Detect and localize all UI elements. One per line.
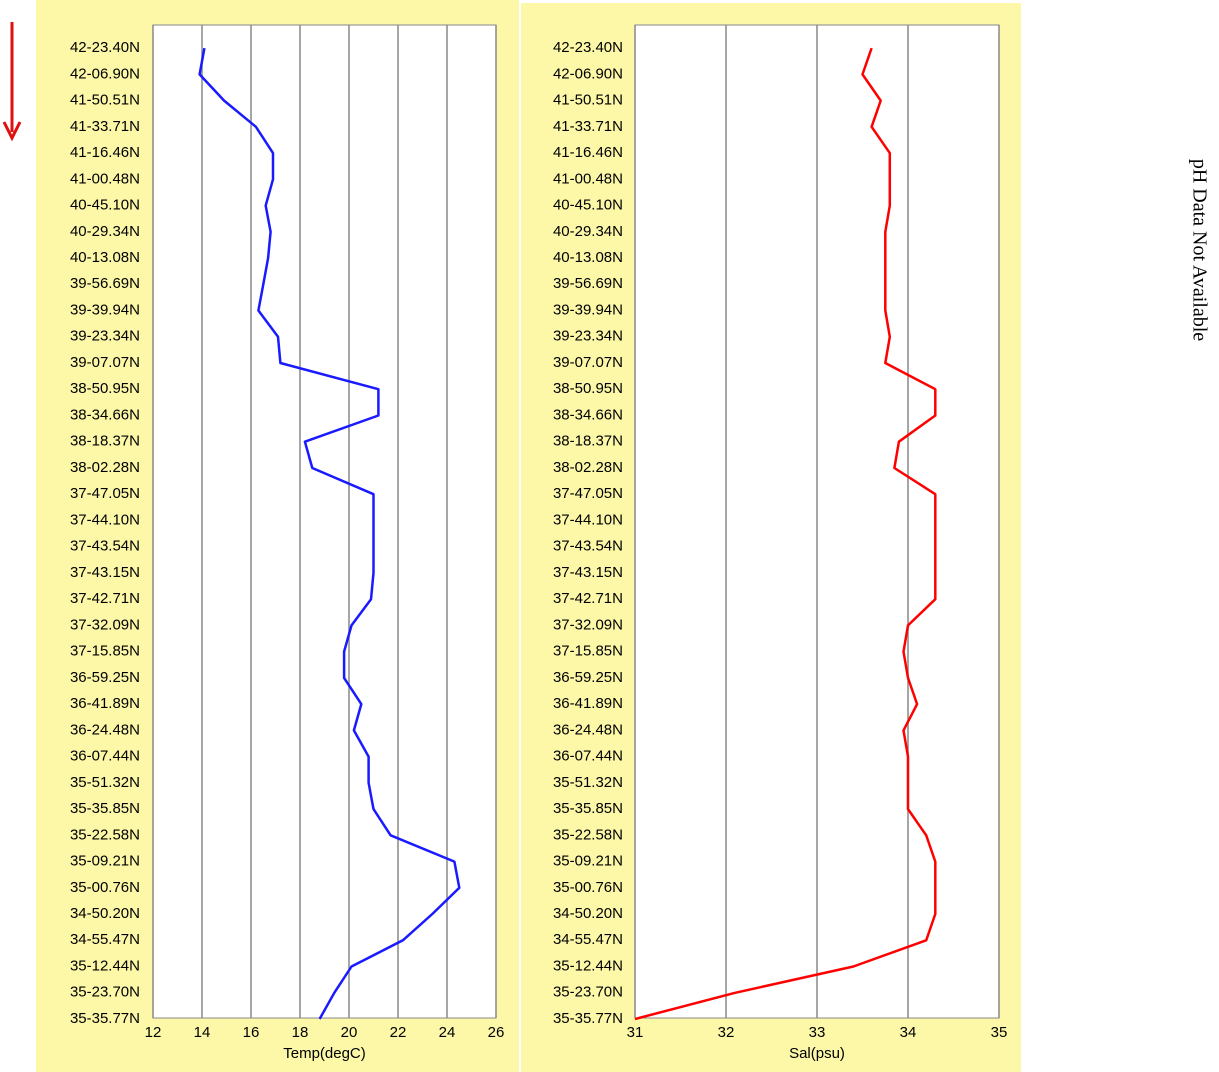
y-tick-label: 39-39.94N (553, 301, 623, 318)
y-tick-label: 42-06.90N (553, 65, 623, 82)
y-tick-label: 39-23.34N (553, 328, 623, 345)
y-tick-label: 37-43.15N (553, 564, 623, 581)
x-tick-label: 24 (439, 1024, 456, 1041)
y-tick-label: 35-12.44N (70, 957, 140, 974)
y-tick-label: 35-00.76N (70, 879, 140, 896)
y-tick-label: 38-34.66N (553, 406, 623, 423)
plot-area (152, 24, 497, 1019)
y-tick-label: 37-44.10N (553, 511, 623, 528)
y-tick-label: 37-15.85N (553, 643, 623, 660)
y-tick-label: 38-18.37N (553, 433, 623, 450)
y-tick-label: 35-23.70N (553, 984, 623, 1001)
y-tick-label: 35-22.58N (553, 826, 623, 843)
y-tick-label: 35-22.58N (70, 826, 140, 843)
y-tick-label: 38-02.28N (70, 459, 140, 476)
y-tick-label: 36-24.48N (553, 721, 623, 738)
y-tick-label: 36-07.44N (70, 748, 140, 765)
y-tick-label: 38-34.66N (70, 406, 140, 423)
y-tick-label: 35-23.70N (70, 984, 140, 1001)
y-tick-label: 41-00.48N (553, 170, 623, 187)
y-tick-label: 38-50.95N (553, 380, 623, 397)
x-tick-label: 34 (900, 1024, 917, 1041)
y-tick-label: 42-06.90N (70, 65, 140, 82)
y-tick-label: 42-23.40N (553, 39, 623, 56)
x-tick-label: 35 (991, 1024, 1008, 1041)
y-tick-label: 36-24.48N (70, 721, 140, 738)
y-tick-label: 39-07.07N (70, 354, 140, 371)
annotation: pH Data Not Available (1188, 159, 1210, 341)
x-tick-label: 14 (194, 1024, 211, 1041)
y-tick-label: 38-02.28N (553, 459, 623, 476)
x-tick-label: 20 (341, 1024, 358, 1041)
y-tick-label: 41-33.71N (70, 118, 140, 135)
y-tick-label: 37-47.05N (553, 485, 623, 502)
y-tick-label: 35-12.44N (553, 957, 623, 974)
y-tick-label: 41-33.71N (553, 118, 623, 135)
y-tick-label: 39-23.34N (70, 328, 140, 345)
y-tick-label: 36-41.89N (70, 695, 140, 712)
x-tick-label: 31 (627, 1024, 644, 1041)
y-tick-label: 35-35.77N (553, 1010, 623, 1027)
y-tick-label: 35-09.21N (553, 853, 623, 870)
x-axis-label: Temp(degC) (283, 1045, 366, 1062)
y-tick-label: 39-07.07N (553, 354, 623, 371)
x-tick-label: 18 (292, 1024, 309, 1041)
y-tick-label: 41-50.51N (70, 92, 140, 109)
y-tick-label: 34-50.20N (70, 905, 140, 922)
y-tick-label: 37-42.71N (70, 590, 140, 607)
y-tick-label: 35-51.32N (553, 774, 623, 791)
y-tick-label: 34-55.47N (553, 931, 623, 948)
x-tick-label: 32 (718, 1024, 735, 1041)
y-tick-label: 39-56.69N (70, 275, 140, 292)
y-tick-label: 35-35.85N (553, 800, 623, 817)
data-line (198, 47, 461, 1020)
direction-arrow-head (2, 121, 22, 142)
y-tick-label: 35-00.76N (553, 879, 623, 896)
x-tick-label: 12 (145, 1024, 162, 1041)
y-tick-label: 41-16.46N (70, 144, 140, 161)
y-tick-label: 37-32.09N (70, 616, 140, 633)
y-tick-label: 35-35.85N (70, 800, 140, 817)
y-tick-label: 41-50.51N (553, 92, 623, 109)
y-tick-label: 37-15.85N (70, 643, 140, 660)
y-tick-label: 40-45.10N (553, 197, 623, 214)
y-tick-label: 37-47.05N (70, 485, 140, 502)
x-tick-label: 22 (390, 1024, 407, 1041)
y-tick-label: 36-59.25N (553, 669, 623, 686)
x-axis-label: Sal(psu) (789, 1045, 845, 1062)
x-tick-label: 33 (809, 1024, 826, 1041)
y-tick-label: 40-13.08N (553, 249, 623, 266)
y-tick-label: 37-43.54N (553, 538, 623, 555)
x-tick-label: 26 (488, 1024, 505, 1041)
y-tick-label: 35-09.21N (70, 853, 140, 870)
y-tick-label: 36-41.89N (553, 695, 623, 712)
y-tick-label: 34-55.47N (70, 931, 140, 948)
y-tick-label: 40-45.10N (70, 197, 140, 214)
y-tick-label: 37-43.15N (70, 564, 140, 581)
y-tick-label: 37-42.71N (553, 590, 623, 607)
y-tick-label: 42-23.40N (70, 39, 140, 56)
y-tick-label: 35-35.77N (70, 1010, 140, 1027)
y-tick-label: 37-32.09N (553, 616, 623, 633)
y-tick-label: 36-59.25N (70, 669, 140, 686)
y-tick-label: 40-29.34N (553, 223, 623, 240)
y-tick-label: 39-56.69N (553, 275, 623, 292)
y-tick-label: 41-00.48N (70, 170, 140, 187)
x-tick-label: 16 (243, 1024, 260, 1041)
y-tick-label: 34-50.20N (553, 905, 623, 922)
y-tick-label: 40-29.34N (70, 223, 140, 240)
data-line (634, 47, 937, 1021)
y-tick-label: 38-18.37N (70, 433, 140, 450)
y-tick-label: 40-13.08N (70, 249, 140, 266)
y-tick-label: 37-44.10N (70, 511, 140, 528)
y-tick-label: 38-50.95N (70, 380, 140, 397)
y-tick-label: 36-07.44N (553, 748, 623, 765)
y-tick-label: 39-39.94N (70, 301, 140, 318)
y-tick-label: 37-43.54N (70, 538, 140, 555)
y-tick-label: 41-16.46N (553, 144, 623, 161)
y-tick-label: 35-51.32N (70, 774, 140, 791)
